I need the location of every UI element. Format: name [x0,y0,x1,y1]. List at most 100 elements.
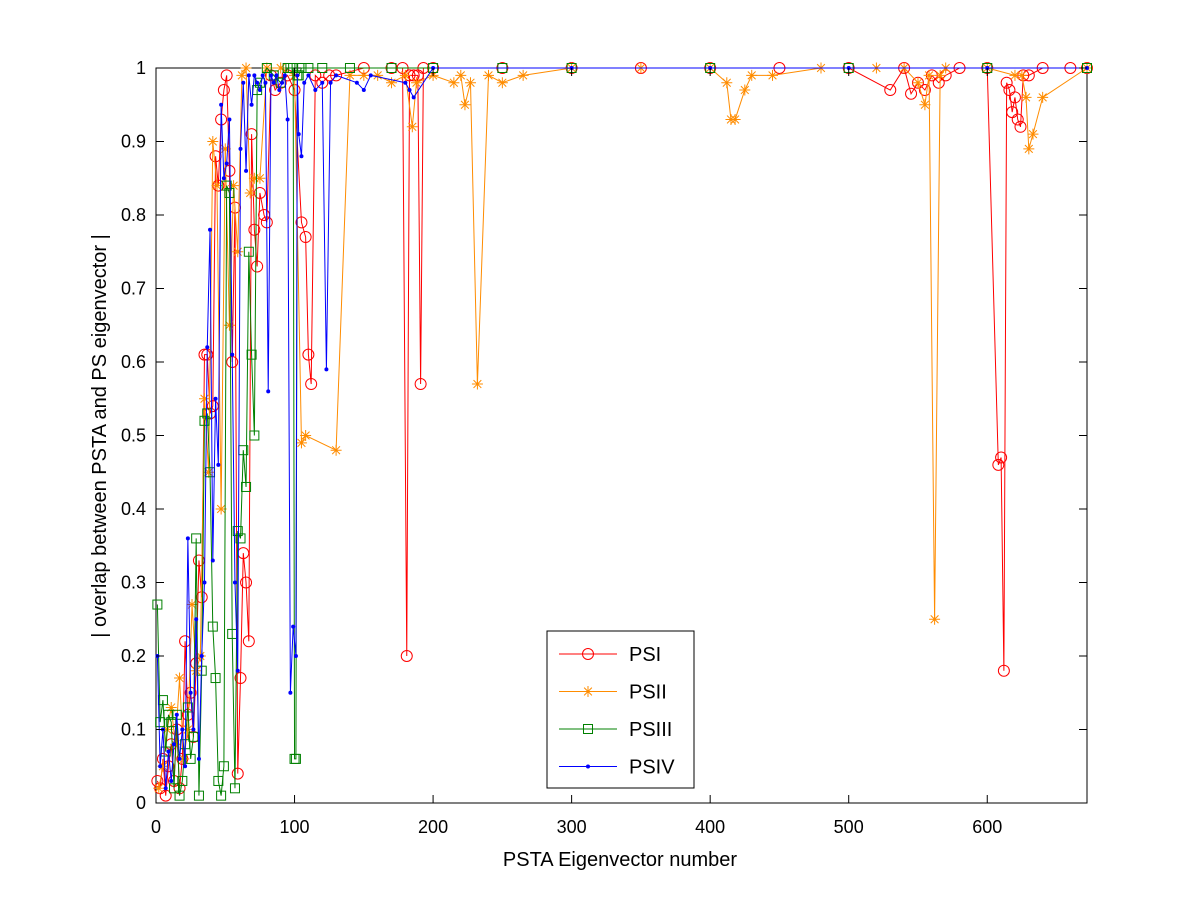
series-group [151,62,1093,802]
y-tick-label: 0.4 [121,499,146,519]
data-point-PSII [406,121,418,133]
data-point-PSIII [177,775,188,786]
data-point-PSI [918,84,931,97]
data-point-PSIII [386,63,397,73]
data-point-PSII [344,69,356,81]
data-point-PSIV [180,727,185,732]
data-point-PSIII [344,63,355,73]
data-point-PSII [248,172,260,184]
y-tick-label: 0.9 [121,132,146,152]
data-point-PSIV [407,88,412,93]
data-point-PSIV [246,73,251,78]
x-tick-label: 100 [280,817,310,837]
legend-box [546,630,695,789]
data-point-PSII [448,77,460,89]
data-point-PSIV [196,756,201,761]
data-point-PSI [305,378,318,391]
data-point-PSI [240,576,253,589]
data-point-PSII [236,69,248,81]
data-point-PSI [234,672,247,685]
data-point-PSI [248,223,261,236]
legend-marker [582,686,594,697]
data-point-PSI [884,84,897,97]
data-point-PSIII [261,63,272,73]
data-point-PSIV [324,367,329,372]
data-point-PSII [358,69,370,81]
data-point-PSII [1037,91,1049,103]
data-point-PSI [251,260,264,273]
data-point-PSIV [280,80,285,85]
data-point-PSIV [257,88,262,93]
data-point-PSIV [255,80,260,85]
data-point-PSIV [288,690,293,695]
data-point-PSI [299,231,312,244]
data-point-PSIII [193,790,204,801]
legend-label: PSIV [629,757,675,779]
series-PSII [153,62,1093,794]
data-point-PSI [302,348,315,361]
legend-item-PSIII: PSIII [559,719,672,741]
data-point-PSIV [188,690,193,695]
data-point-PSIV [199,654,204,658]
data-point-PSIII [290,753,301,764]
y-tick-label: 0 [136,793,146,813]
data-point-PSII [240,62,252,74]
data-point-PSII [483,69,494,81]
data-point-PSIV [219,102,224,107]
data-point-PSIV [232,580,237,585]
data-point-PSIV [306,73,311,78]
legend-label: PSIII [629,719,672,741]
data-point-PSIV [244,168,249,173]
data-point-PSII [182,724,194,735]
y-tick-label: 0.6 [121,352,146,372]
data-point-PSI [220,69,233,82]
data-point-PSII [211,180,223,192]
data-point-PSI [1008,91,1021,104]
data-point-PSIV [191,727,196,732]
data-point-PSIV [313,88,318,93]
data-point-PSIV [163,786,168,791]
data-point-PSII [1016,69,1028,81]
data-point-PSI [995,451,1008,464]
data-point-PSIII [216,790,227,801]
series-line-PSIII [156,67,1087,796]
data-point-PSII [721,77,733,89]
data-point-PSIII [296,63,307,73]
legend-item-PSII: PSII [559,682,667,704]
data-point-PSII [330,444,342,456]
data-point-PSIV [216,462,221,467]
data-point-PSIII [221,180,232,191]
data-point-PSIV [296,132,301,137]
data-point-PSIII [207,621,218,632]
data-point-PSII [767,69,779,81]
data-point-PSIII [218,761,229,772]
data-point-PSII [386,77,398,89]
data-point-PSII [1023,143,1035,155]
data-point-PSIV [334,73,339,78]
data-point-PSIV [183,764,188,769]
data-point-PSIII [229,783,240,794]
data-point-PSIII [224,187,235,198]
data-point-PSII [459,99,471,111]
data-point-PSI [400,650,413,662]
x-tick-label: 200 [418,817,448,837]
series-PSIV [155,66,1089,791]
data-point-PSIII [163,709,174,720]
data-point-PSIV [271,80,276,85]
legend: PSI PSII PSIII PSIV [546,630,695,789]
ticks-group: 0 100 200 300 400 500 600 0 0.1 0.2 0.3 0.4 0.5 0.6 0.… [121,58,1087,837]
x-tick-label: 300 [557,817,587,837]
data-point-PSIV [282,73,287,78]
data-point-PSIII [232,526,243,537]
data-point-PSIII [191,533,202,544]
data-point-PSIV [274,73,279,78]
data-point-PSII [153,782,165,794]
data-point-PSIV [205,345,210,350]
data-point-PSI [997,664,1010,677]
data-point-PSII [198,393,210,405]
data-point-PSII [929,613,941,625]
y-tick-label: 0.1 [121,720,146,740]
data-point-PSII [517,69,529,81]
